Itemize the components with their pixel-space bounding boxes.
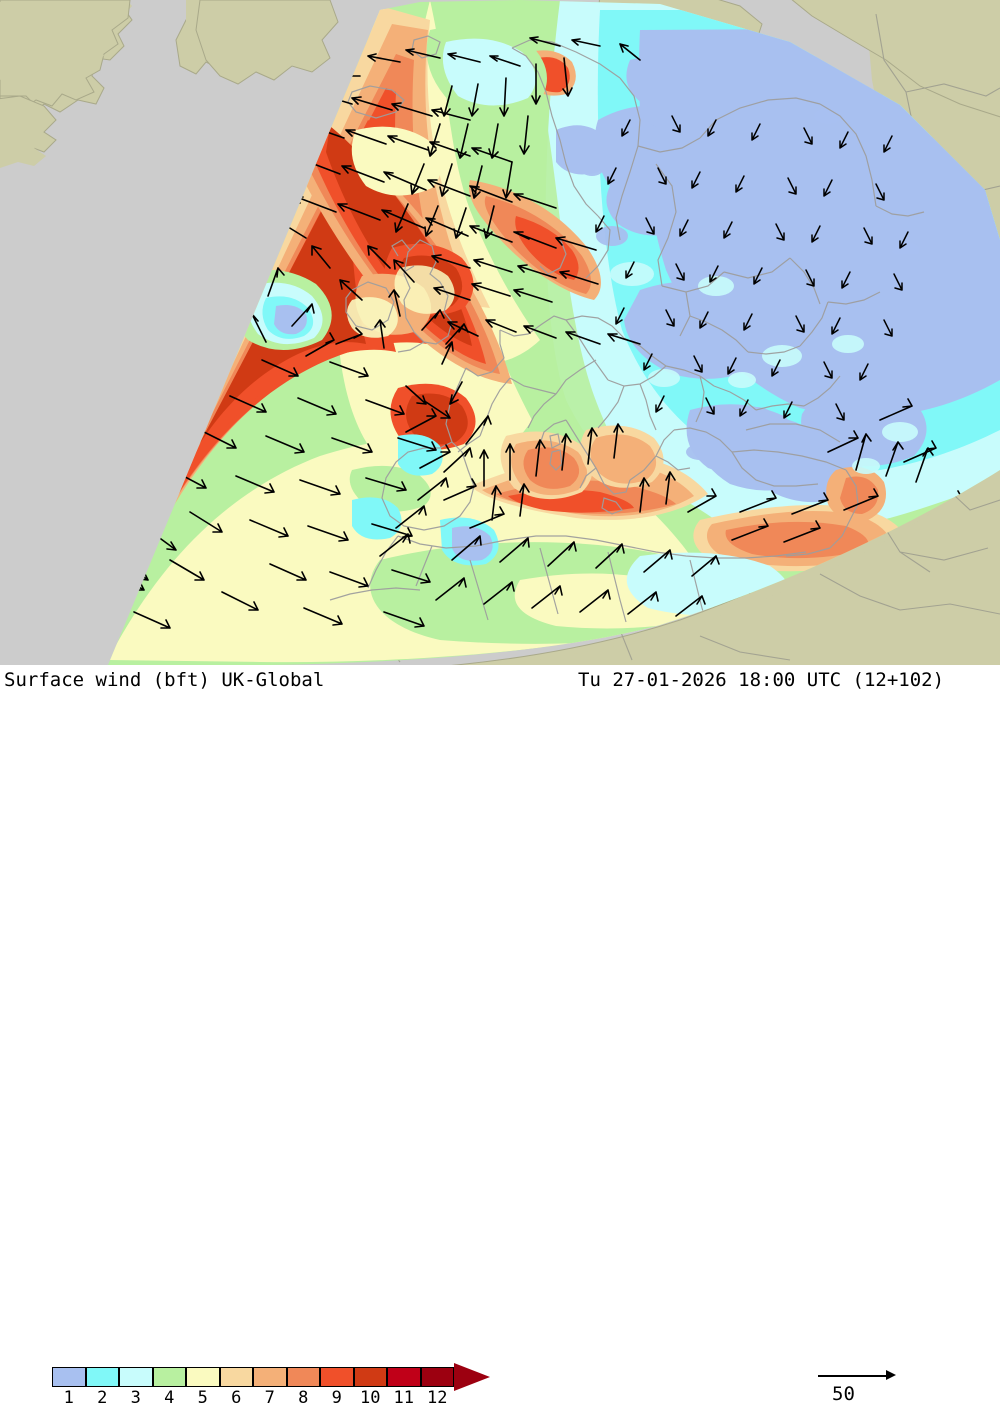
weather-map-svg[interactable] — [0, 0, 1000, 665]
colorbar-cell-1[interactable] — [52, 1367, 86, 1387]
colorbar-cell-8[interactable] — [286, 1367, 320, 1387]
colorbar-cell-6[interactable] — [219, 1367, 253, 1387]
colorbar-cell-3[interactable] — [119, 1367, 153, 1387]
colorbar-cell-11[interactable] — [387, 1367, 421, 1387]
colorbar-cell-9[interactable] — [320, 1367, 354, 1387]
scale-arrow-head — [886, 1370, 896, 1380]
scale-arrow-shaft — [818, 1375, 890, 1377]
colorbar-label-12: 12 — [427, 1388, 448, 1408]
colorbar-cell-10[interactable] — [353, 1367, 387, 1387]
colorbar-cell-2[interactable] — [85, 1367, 119, 1387]
wind-field-layer — [108, 0, 1000, 665]
variable-title: Surface wind (bft) UK-Global — [4, 669, 325, 691]
valid-time-label: Tu 27-01-2026 18:00 UTC (12+102) — [578, 669, 945, 691]
colorbar-overflow-arrow — [454, 1363, 490, 1391]
colorbar-cell-4[interactable] — [152, 1367, 186, 1387]
scale-value-label: 50 — [832, 1383, 855, 1405]
coastline-overlay — [329, 35, 925, 629]
colorbar-cell-12[interactable] — [420, 1367, 454, 1387]
colorbar-cell-5[interactable] — [186, 1367, 220, 1387]
map-footer: Surface wind (bft) UK-Global Tu 27-01-20… — [0, 665, 1000, 1408]
map-canvas[interactable] — [0, 0, 1000, 665]
colorbar-cell-7[interactable] — [253, 1367, 287, 1387]
